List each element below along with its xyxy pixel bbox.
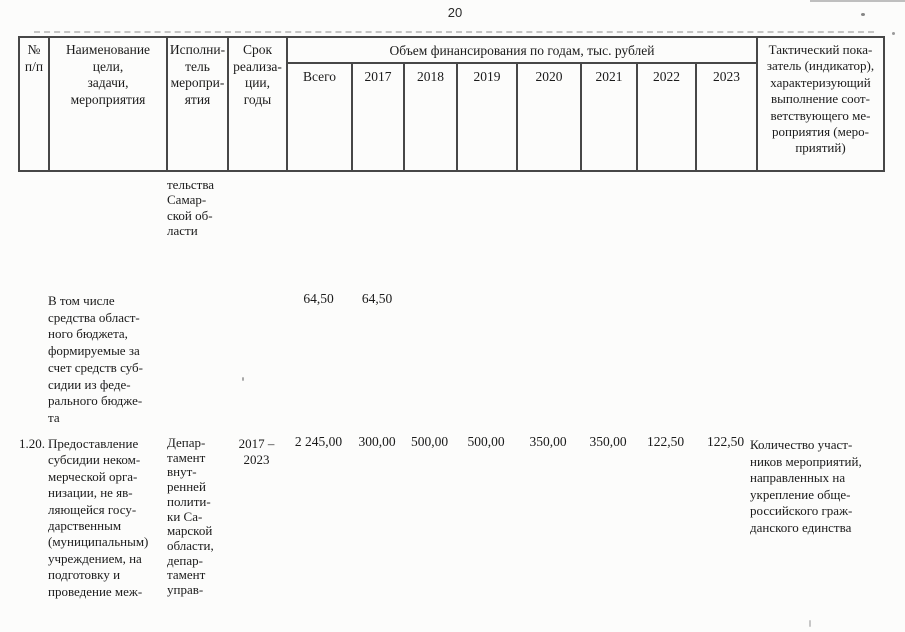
header-col-2023: 2023 bbox=[713, 69, 740, 84]
header-col-2017: 2017 bbox=[353, 64, 405, 170]
header-finance-title: Объем финансирования по годам, тыс. рубл… bbox=[288, 38, 756, 64]
subtotal-value-total: 64,50 bbox=[303, 291, 334, 306]
header-col-2019: 2019 bbox=[458, 64, 518, 170]
row-1-20-value-2023: 122,50 bbox=[706, 434, 745, 449]
row-1-20-value-2021: 350,00 bbox=[589, 434, 627, 449]
row-1-20-indicator: Количество участ- ников мероприятий, нап… bbox=[750, 437, 862, 535]
header-finance-group: Объем финансирования по годам, тыс. рубл… bbox=[288, 38, 758, 170]
row-1-20-executor: Депар- тамент внут- ренней полити- ки Са… bbox=[167, 435, 214, 598]
row-1-20-value-2022: 122,50 bbox=[646, 434, 685, 449]
row-1-20-value-2018: 500,00 bbox=[410, 434, 449, 449]
header-col-total: Всего bbox=[288, 64, 353, 170]
header-finance-years: Всего 2017 2018 2019 2020 2021 2022 2023 bbox=[288, 64, 756, 170]
header-col-num: № п/п bbox=[20, 38, 50, 170]
row-1-20-value-2020: 350,00 bbox=[529, 434, 567, 449]
row-1-20-number: 1.20. bbox=[19, 436, 45, 451]
scan-speck bbox=[242, 377, 244, 381]
executor-continuation-text: тельства Самар- ской об- ласти bbox=[167, 177, 215, 238]
row-1-20-value-total: 2 245,00 bbox=[294, 434, 343, 449]
header-col-2021: 2021 bbox=[582, 64, 638, 170]
scan-speck bbox=[809, 620, 811, 627]
header-col-2020: 2020 bbox=[518, 64, 582, 170]
header-col-2022: 2022 bbox=[638, 64, 697, 170]
scan-speck bbox=[892, 32, 895, 35]
table-header: № п/п Наименование цели, задачи, меропри… bbox=[18, 36, 885, 172]
row-1-20-value-2017: 300,00 bbox=[358, 434, 396, 449]
header-col-term: Срок реализа- ции, годы bbox=[229, 38, 288, 170]
scan-double-line-artifact bbox=[34, 31, 874, 33]
header-col-indicator: Тактический пока- затель (индикатор), ха… bbox=[766, 42, 875, 156]
page-number: 20 bbox=[447, 5, 463, 20]
header-col-name: Наименование цели, задачи, мероприятия bbox=[50, 38, 168, 170]
row-1-20-value-2019: 500,00 bbox=[467, 434, 505, 449]
row-1-20-name: Предоставление субсидии неком- мерческой… bbox=[48, 436, 149, 599]
header-col-executor: Исполни- тель меропри- ятия bbox=[168, 38, 229, 170]
header-col-2018: 2018 bbox=[405, 64, 458, 170]
scan-speck bbox=[861, 13, 865, 16]
row-1-20-term: 2017 – 2023 bbox=[238, 436, 275, 468]
subtotal-row-name: В том числе средства област- ного бюджет… bbox=[48, 293, 143, 425]
scan-edge-artifact bbox=[810, 0, 905, 2]
subtotal-value-2017: 64,50 bbox=[361, 291, 393, 306]
